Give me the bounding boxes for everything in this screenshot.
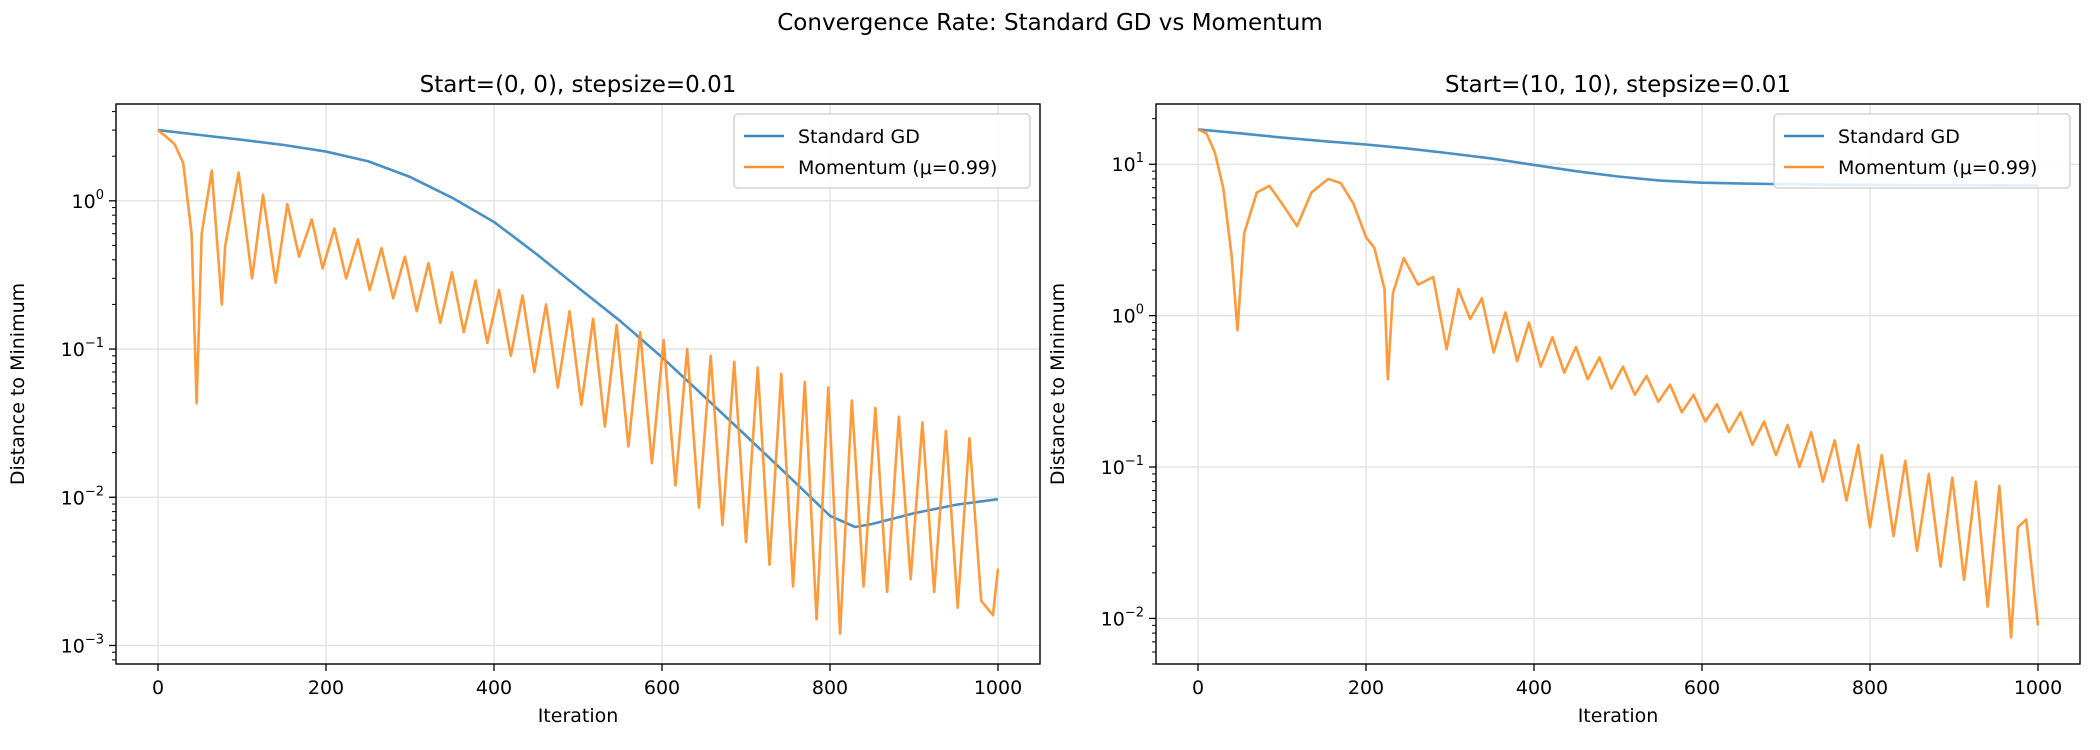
y-tick-label: 101: [1112, 151, 1144, 176]
y-tick-label: 10−2: [61, 484, 104, 509]
panel-right: Start=(10, 10), stepsize=0.01 0 200 400 600 8…: [1047, 72, 2081, 727]
x-tick-label: 200: [308, 677, 344, 699]
legend-label: Momentum (μ=0.99): [1838, 157, 2037, 179]
legend: Standard GD Momentum (μ=0.99): [733, 113, 1031, 189]
y-axis-label: Distance to Minimum: [7, 283, 29, 485]
y-tick-label: 10−1: [61, 336, 104, 361]
y-tick-label: 10−3: [61, 632, 104, 657]
y-tick-label: 100: [72, 188, 104, 213]
grid: [116, 104, 1040, 664]
grid: [1156, 104, 2080, 664]
panel-title: Start=(0, 0), stepsize=0.01: [420, 72, 737, 98]
x-tick-label: 0: [152, 677, 164, 699]
panel-title: Start=(10, 10), stepsize=0.01: [1445, 72, 1791, 98]
plot-area: [157, 128, 1000, 636]
x-tick-label: 400: [1516, 677, 1552, 699]
x-tick-label: 600: [1684, 677, 1720, 699]
axes-frame: [1155, 103, 2081, 665]
x-axis-label: Iteration: [1578, 705, 1659, 727]
figure-title: Convergence Rate: Standard GD vs Momentu…: [777, 10, 1323, 36]
x-tick-label: 1000: [2014, 677, 2062, 699]
series-line-momentum: [1197, 128, 2040, 639]
legend: Standard GD Momentum (μ=0.99): [1773, 113, 2071, 189]
series-line-standard-gd: [157, 128, 999, 529]
x-axis-label: Iteration: [538, 705, 619, 727]
y-tick-label: 100: [1112, 303, 1144, 328]
series-line-momentum: [157, 129, 1000, 636]
x-tick-label: 400: [476, 677, 512, 699]
legend-box: [1773, 113, 2071, 189]
x-tick-label: 0: [1192, 677, 1204, 699]
y-axis-label: Distance to Minimum: [1047, 283, 1069, 485]
axes-frame: [115, 103, 1041, 665]
legend-label: Standard GD: [798, 126, 920, 148]
y-tick-label: 10−2: [1101, 605, 1144, 630]
legend-box: [733, 113, 1031, 189]
x-tick-label: 800: [1852, 677, 1888, 699]
x-tick-label: 600: [644, 677, 680, 699]
legend-label: Standard GD: [1838, 126, 1960, 148]
plot-area: [1197, 128, 2040, 639]
y-tick-label: 10−1: [1101, 454, 1144, 479]
legend-label: Momentum (μ=0.99): [798, 157, 997, 179]
x-tick-label: 1000: [974, 677, 1022, 699]
panel-left: Start=(0, 0), stepsize=0.01 0 200 400 600 800…: [7, 72, 1041, 727]
x-tick-label: 200: [1348, 677, 1384, 699]
x-tick-label: 800: [812, 677, 848, 699]
